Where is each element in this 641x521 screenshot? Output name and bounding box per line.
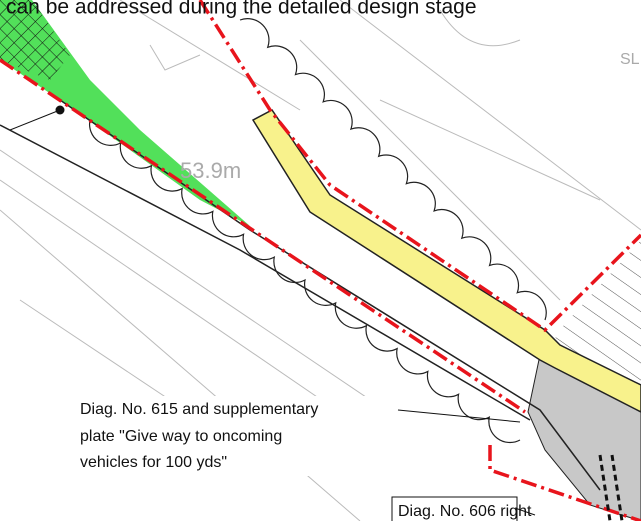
callout-text: plate "Give way to oncoming (80, 428, 282, 445)
map: can be addressed during the detailed des… (0, 0, 641, 521)
leader-dot (56, 106, 65, 115)
corner-label: SL (620, 51, 640, 68)
callout-text: Diag. No. 615 and supplementary (80, 401, 318, 418)
level-label: 53.9m (180, 158, 241, 183)
callout-text: vehicles for 100 yds" (80, 454, 227, 471)
header-text: can be addressed during the detailed des… (6, 0, 477, 19)
callout-text: Diag. No. 606 right (398, 503, 532, 520)
